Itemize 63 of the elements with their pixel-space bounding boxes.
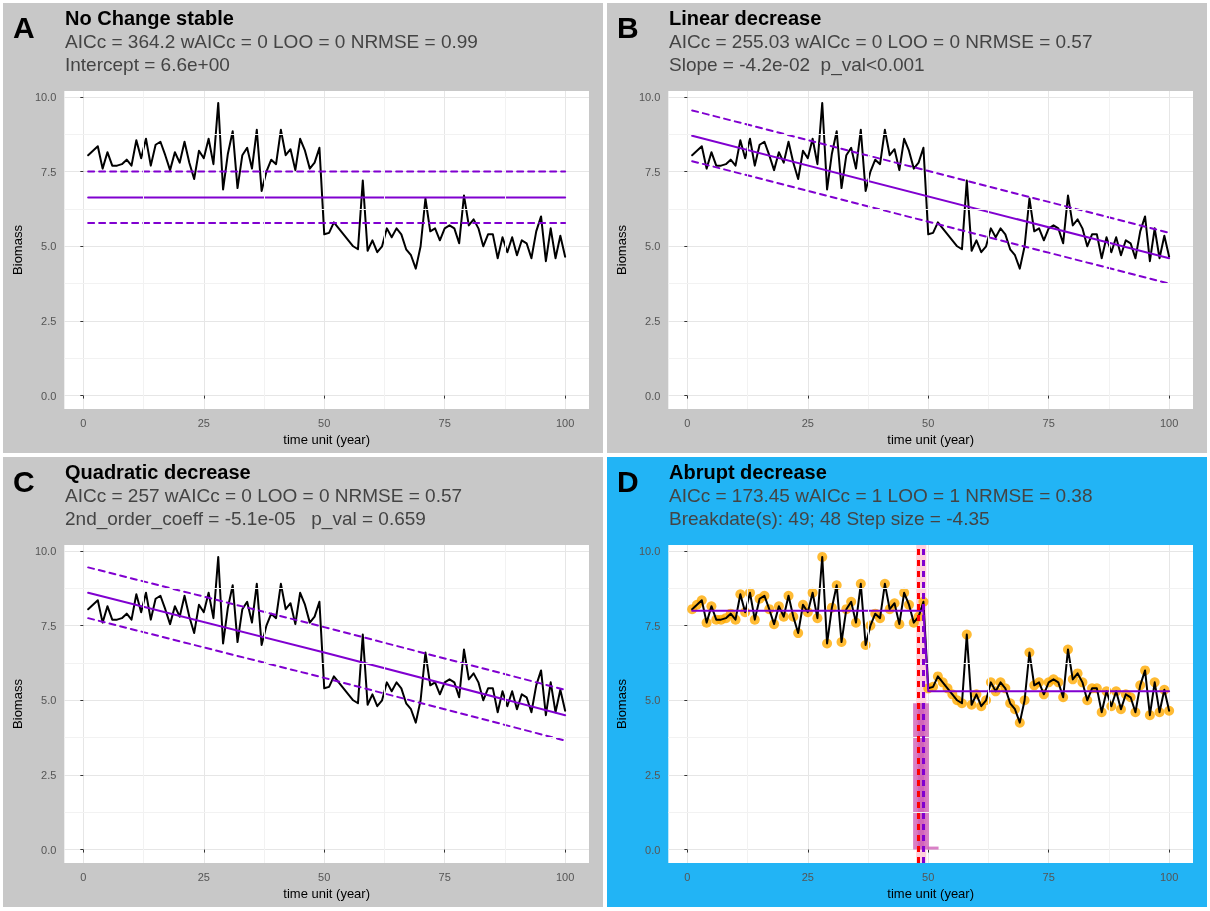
x-axis-title: time unit (year) bbox=[283, 432, 371, 447]
y-axis-title: Biomass bbox=[614, 224, 629, 275]
y-tick-label: 7.5 bbox=[41, 165, 57, 178]
x-tick-label: 100 bbox=[555, 416, 575, 429]
text: C bbox=[13, 465, 35, 499]
chart-subtitle: AICc = 364.2 wAICc = 0 LOO = 0 NRMSE = 0.99 Intercept = 6.6e+00 bbox=[65, 30, 479, 76]
text: D bbox=[617, 465, 639, 499]
x-tick-label: 25 bbox=[197, 416, 210, 429]
x-tick-label: 0 bbox=[684, 416, 691, 429]
y-tick-label: 7.5 bbox=[645, 165, 661, 178]
x-tick-label: 75 bbox=[1042, 870, 1055, 883]
y-tick-label: 10.0 bbox=[638, 544, 661, 557]
chart-title: No Change stable bbox=[65, 7, 235, 30]
x-tick-label: 50 bbox=[318, 870, 331, 883]
x-tick-label: 25 bbox=[801, 416, 814, 429]
x-axis-title: time unit (year) bbox=[283, 886, 371, 901]
y-tick-label: 2.5 bbox=[645, 768, 661, 781]
x-tick-label: 50 bbox=[922, 870, 935, 883]
chart-subtitle: AICc = 173.45 wAICc = 1 LOO = 1 NRMSE = 0.38 Breakdate(s): 49; 48 Step size = -4.35 bbox=[669, 484, 1094, 530]
y-axis-title: Biomass bbox=[10, 678, 25, 729]
line-series bbox=[87, 555, 567, 724]
x-tick-label: 100 bbox=[555, 870, 575, 883]
y-tick-label: 10.0 bbox=[638, 90, 661, 103]
chart-subtitle: AICc = 257 wAICc = 0 LOO = 0 NRMSE = 0.57 2nd_order_coeff = -5.1e-05 p_val = 0.659 bbox=[65, 484, 464, 530]
text: A bbox=[13, 11, 35, 45]
x-tick-label: 100 bbox=[1159, 416, 1179, 429]
x-tick-label: 75 bbox=[438, 416, 451, 429]
x-tick-label: 75 bbox=[1042, 416, 1055, 429]
x-tick-label: 25 bbox=[197, 870, 210, 883]
y-tick-label: 5.0 bbox=[645, 694, 661, 707]
y-tick-label: 0.0 bbox=[645, 843, 661, 856]
x-tick-label: 75 bbox=[438, 870, 451, 883]
x-tick-label: 50 bbox=[922, 416, 935, 429]
y-tick-label: 0.0 bbox=[41, 389, 57, 402]
y-tick-label: 2.5 bbox=[41, 768, 57, 781]
y-tick-label: 5.0 bbox=[645, 240, 661, 253]
chart-subtitle: AICc = 255.03 wAICc = 0 LOO = 0 NRMSE = 0.57 Slope = -4.2e-02 p_val<0.001 bbox=[669, 30, 1094, 76]
y-tick-label: 7.5 bbox=[41, 619, 57, 632]
line-series bbox=[691, 101, 1171, 270]
y-tick-label: 5.0 bbox=[41, 694, 57, 707]
y-tick-label: 0.0 bbox=[645, 389, 661, 402]
x-axis-title: time unit (year) bbox=[887, 432, 975, 447]
x-tick-label: 0 bbox=[80, 416, 87, 429]
y-tick-label: 10.0 bbox=[34, 544, 57, 557]
y-tick-label: 2.5 bbox=[645, 314, 661, 327]
y-tick-label: 10.0 bbox=[34, 90, 57, 103]
y-tick-label: 5.0 bbox=[41, 240, 57, 253]
x-axis-title: time unit (year) bbox=[887, 886, 975, 901]
chart-title: Linear decrease bbox=[669, 7, 823, 30]
x-tick-label: 0 bbox=[684, 870, 691, 883]
x-tick-label: 0 bbox=[80, 870, 87, 883]
x-tick-label: 25 bbox=[801, 870, 814, 883]
line-series bbox=[87, 101, 567, 270]
y-tick-label: 2.5 bbox=[41, 314, 57, 327]
x-tick-label: 50 bbox=[318, 416, 331, 429]
chart-title: Quadratic decrease bbox=[65, 461, 252, 484]
y-axis-title: Biomass bbox=[10, 224, 25, 275]
text: B bbox=[617, 11, 639, 45]
y-tick-label: 7.5 bbox=[645, 619, 661, 632]
x-tick-label: 100 bbox=[1159, 870, 1179, 883]
chart-title: Abrupt decrease bbox=[669, 461, 828, 484]
y-axis-title: Biomass bbox=[614, 678, 629, 729]
y-tick-label: 0.0 bbox=[41, 843, 57, 856]
